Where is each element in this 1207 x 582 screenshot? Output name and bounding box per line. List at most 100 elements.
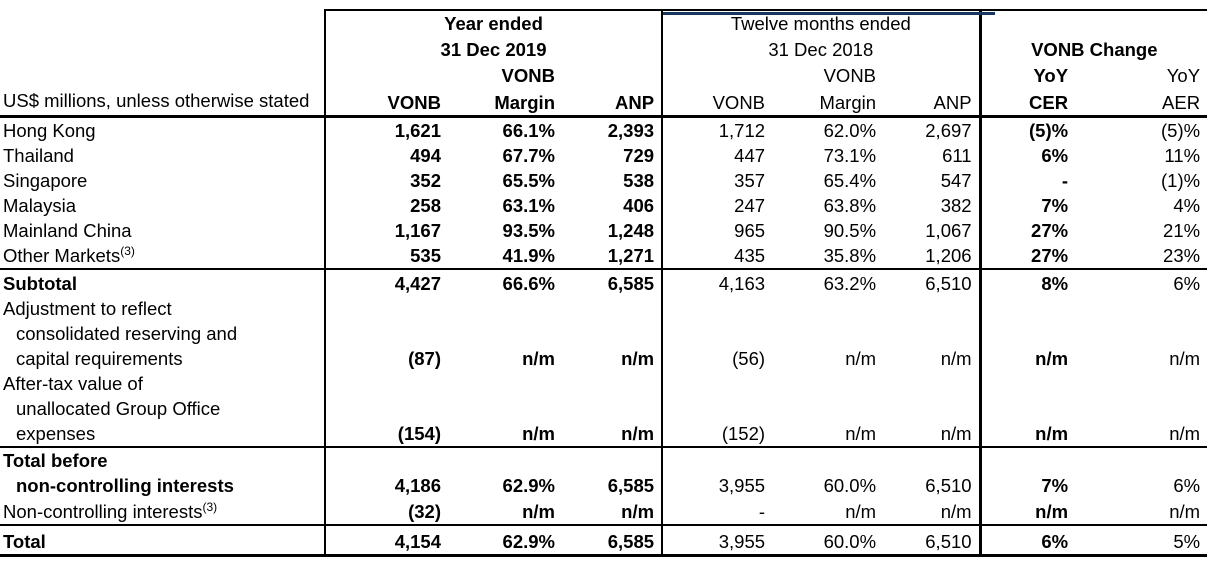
cell-yoy-cer: n/m (978, 498, 1076, 526)
cell-yoy-aer: 23% (1075, 243, 1207, 270)
table-row-malaysia: Malaysia 258 63.1% 406 247 63.8% 382 7% … (0, 193, 1207, 218)
cell-anp-2019: 6,585 (562, 525, 663, 557)
cell-vonb-margin-2018: 62.0% (823, 120, 877, 141)
cell-vonb-2019: 352 (324, 168, 448, 193)
table-row-total: Total 4,154 62.9% 6,585 3,955 60.0% 6,51… (0, 525, 1207, 557)
header-spacer (661, 63, 773, 88)
cell-anp-2019: n/m (562, 371, 663, 448)
units-note: US$ millions, unless otherwise stated (0, 88, 325, 118)
header-row-period-2: 31 Dec 2019 31 Dec 2018 VONB Change (0, 37, 1207, 63)
cell-anp-2019: 6,585 (607, 475, 655, 496)
cell-vonb-2018: 357 (661, 168, 773, 193)
header-date-2019: 31 Dec 2019 (323, 37, 663, 63)
cell-yoy-cer: 7% (978, 447, 1076, 498)
cell-vonb-2018: 3,955 (661, 447, 773, 498)
header-change-spacer (978, 9, 1207, 37)
col-header-yoy-aer: AER (1075, 88, 1207, 118)
table-row-after-tax: After-tax value of unallocated Group Off… (0, 371, 1207, 448)
cell-vonb-margin-2019: n/m (522, 348, 555, 369)
accent-line (663, 12, 995, 15)
cell-anp-2018: n/m (883, 498, 981, 526)
cell-vonb-margin-2018: 63.2% (823, 273, 877, 294)
cell-vonb-2018: 3,955 (661, 525, 773, 557)
cell-yoy-aer: 21% (1163, 220, 1201, 241)
cell-vonb-margin-2018: 60.0% (823, 475, 877, 496)
cell-vonb-margin-2019: 93.5% (502, 220, 555, 241)
table-row-thailand: Thailand 494 67.7% 729 447 73.1% 611 6% … (0, 143, 1207, 168)
header-vonb-over-margin-2018: VONB (823, 65, 877, 86)
cell-anp-2019: 6,585 (607, 273, 655, 294)
cell-yoy-aer: (1)% (1161, 170, 1201, 191)
cell-anp-2018: n/m (940, 348, 972, 369)
cell-vonb-margin-2019: n/m (448, 498, 562, 526)
cell-anp-2018: n/m (883, 371, 981, 448)
cell-yoy-cer: 27% (978, 243, 1076, 270)
cell-vonb-2019: 4,186 (324, 447, 448, 498)
cell-vonb-margin-2018: n/m (772, 371, 884, 448)
table-row-other-markets: Other Markets(3) 535 41.9% 1,271 435 35.… (0, 243, 1207, 270)
row-label: Malaysia (3, 195, 76, 216)
header-change-title: VONB Change (978, 37, 1207, 63)
cell-vonb-margin-2019: 41.9% (448, 243, 562, 270)
table-row-hong-kong: Hong Kong 1,621 66.1% 2,393 1,712 62.0% … (0, 116, 1207, 143)
cell-yoy-cer: (5)% (978, 116, 1076, 143)
header-spacer (0, 10, 325, 37)
row-label: Total before non-controlling interests (3, 450, 234, 496)
cell-vonb-margin-2019: 67.7% (502, 145, 555, 166)
cell-vonb-2019: 4,427 (324, 269, 448, 296)
cell-yoy-aer: 11% (1164, 145, 1201, 166)
cell-vonb-margin-2019: n/m (448, 371, 562, 448)
col-header-vonb-2019: VONB (324, 88, 448, 118)
cell-yoy-cer: n/m (978, 371, 1076, 448)
cell-vonb-margin-2018: 60.0% (772, 525, 884, 557)
table-row-nci: Non-controlling interests(3) (32) n/m n/… (0, 498, 1207, 526)
cell-vonb-2018: 435 (661, 243, 773, 270)
cell-vonb-2019: 258 (324, 193, 448, 218)
cell-vonb-2019: 494 (324, 143, 448, 168)
cell-yoy-aer: n/m (1169, 348, 1201, 369)
cell-vonb-2019: 1,167 (324, 218, 448, 243)
table-row-singapore: Singapore 352 65.5% 538 357 65.4% 547 - … (0, 168, 1207, 193)
col-header-anp-2019: ANP (562, 88, 663, 118)
header-row-period-1: Year ended Twelve months ended (0, 9, 1207, 37)
cell-vonb-2018: 247 (661, 193, 773, 218)
cell-yoy-aer: 4% (1173, 195, 1201, 216)
header-spacer (0, 63, 325, 88)
cell-yoy-cer: 6% (978, 525, 1076, 557)
header-yoy-over-aer: YoY (1166, 65, 1201, 86)
cell-yoy-cer: n/m (978, 296, 1076, 371)
row-label: Non-controlling interests(3) (0, 498, 325, 526)
cell-yoy-aer: n/m (1075, 371, 1207, 448)
table-row-total-before-nci: Total before non-controlling interests 4… (0, 447, 1207, 498)
row-label: Thailand (3, 145, 74, 166)
cell-yoy-cer: 7% (978, 193, 1076, 218)
cell-vonb-margin-2019: 62.9% (502, 475, 555, 496)
header-yoy-over-cer: YoY (978, 63, 1076, 88)
cell-yoy-cer: 27% (978, 218, 1076, 243)
cell-anp-2018: 547 (940, 170, 972, 191)
row-label: Adjustment to reflect consolidated reser… (3, 298, 238, 369)
footnote-ref: (3) (202, 499, 218, 514)
cell-anp-2019: 538 (623, 170, 655, 191)
cell-vonb-margin-2018: 73.1% (823, 145, 877, 166)
cell-anp-2019: 729 (623, 145, 655, 166)
table-row-subtotal: Subtotal 4,427 66.6% 6,585 4,163 63.2% 6… (0, 269, 1207, 296)
cell-anp-2018: 1,206 (883, 243, 981, 270)
cell-anp-2019: 1,248 (607, 220, 655, 241)
cell-yoy-aer: n/m (1075, 498, 1207, 526)
cell-yoy-aer: 6% (1173, 273, 1201, 294)
cell-vonb-margin-2019: 62.9% (448, 525, 562, 557)
header-spacer (562, 63, 662, 88)
cell-vonb-margin-2019: 66.6% (502, 273, 555, 294)
cell-anp-2018: 6,510 (925, 273, 972, 294)
cell-vonb-2018: (56) (661, 296, 773, 371)
cell-vonb-2018: 1,712 (661, 116, 773, 143)
footnote-ref: (3) (120, 243, 135, 258)
table-row-adjustment: Adjustment to reflect consolidated reser… (0, 296, 1207, 371)
header-spacer (324, 63, 448, 88)
cell-vonb-margin-2018: 63.8% (823, 195, 877, 216)
cell-anp-2019: 2,393 (607, 120, 655, 141)
cell-vonb-margin-2018: n/m (845, 348, 877, 369)
cell-anp-2019: n/m (562, 498, 663, 526)
cell-vonb-2019: 535 (324, 243, 448, 270)
